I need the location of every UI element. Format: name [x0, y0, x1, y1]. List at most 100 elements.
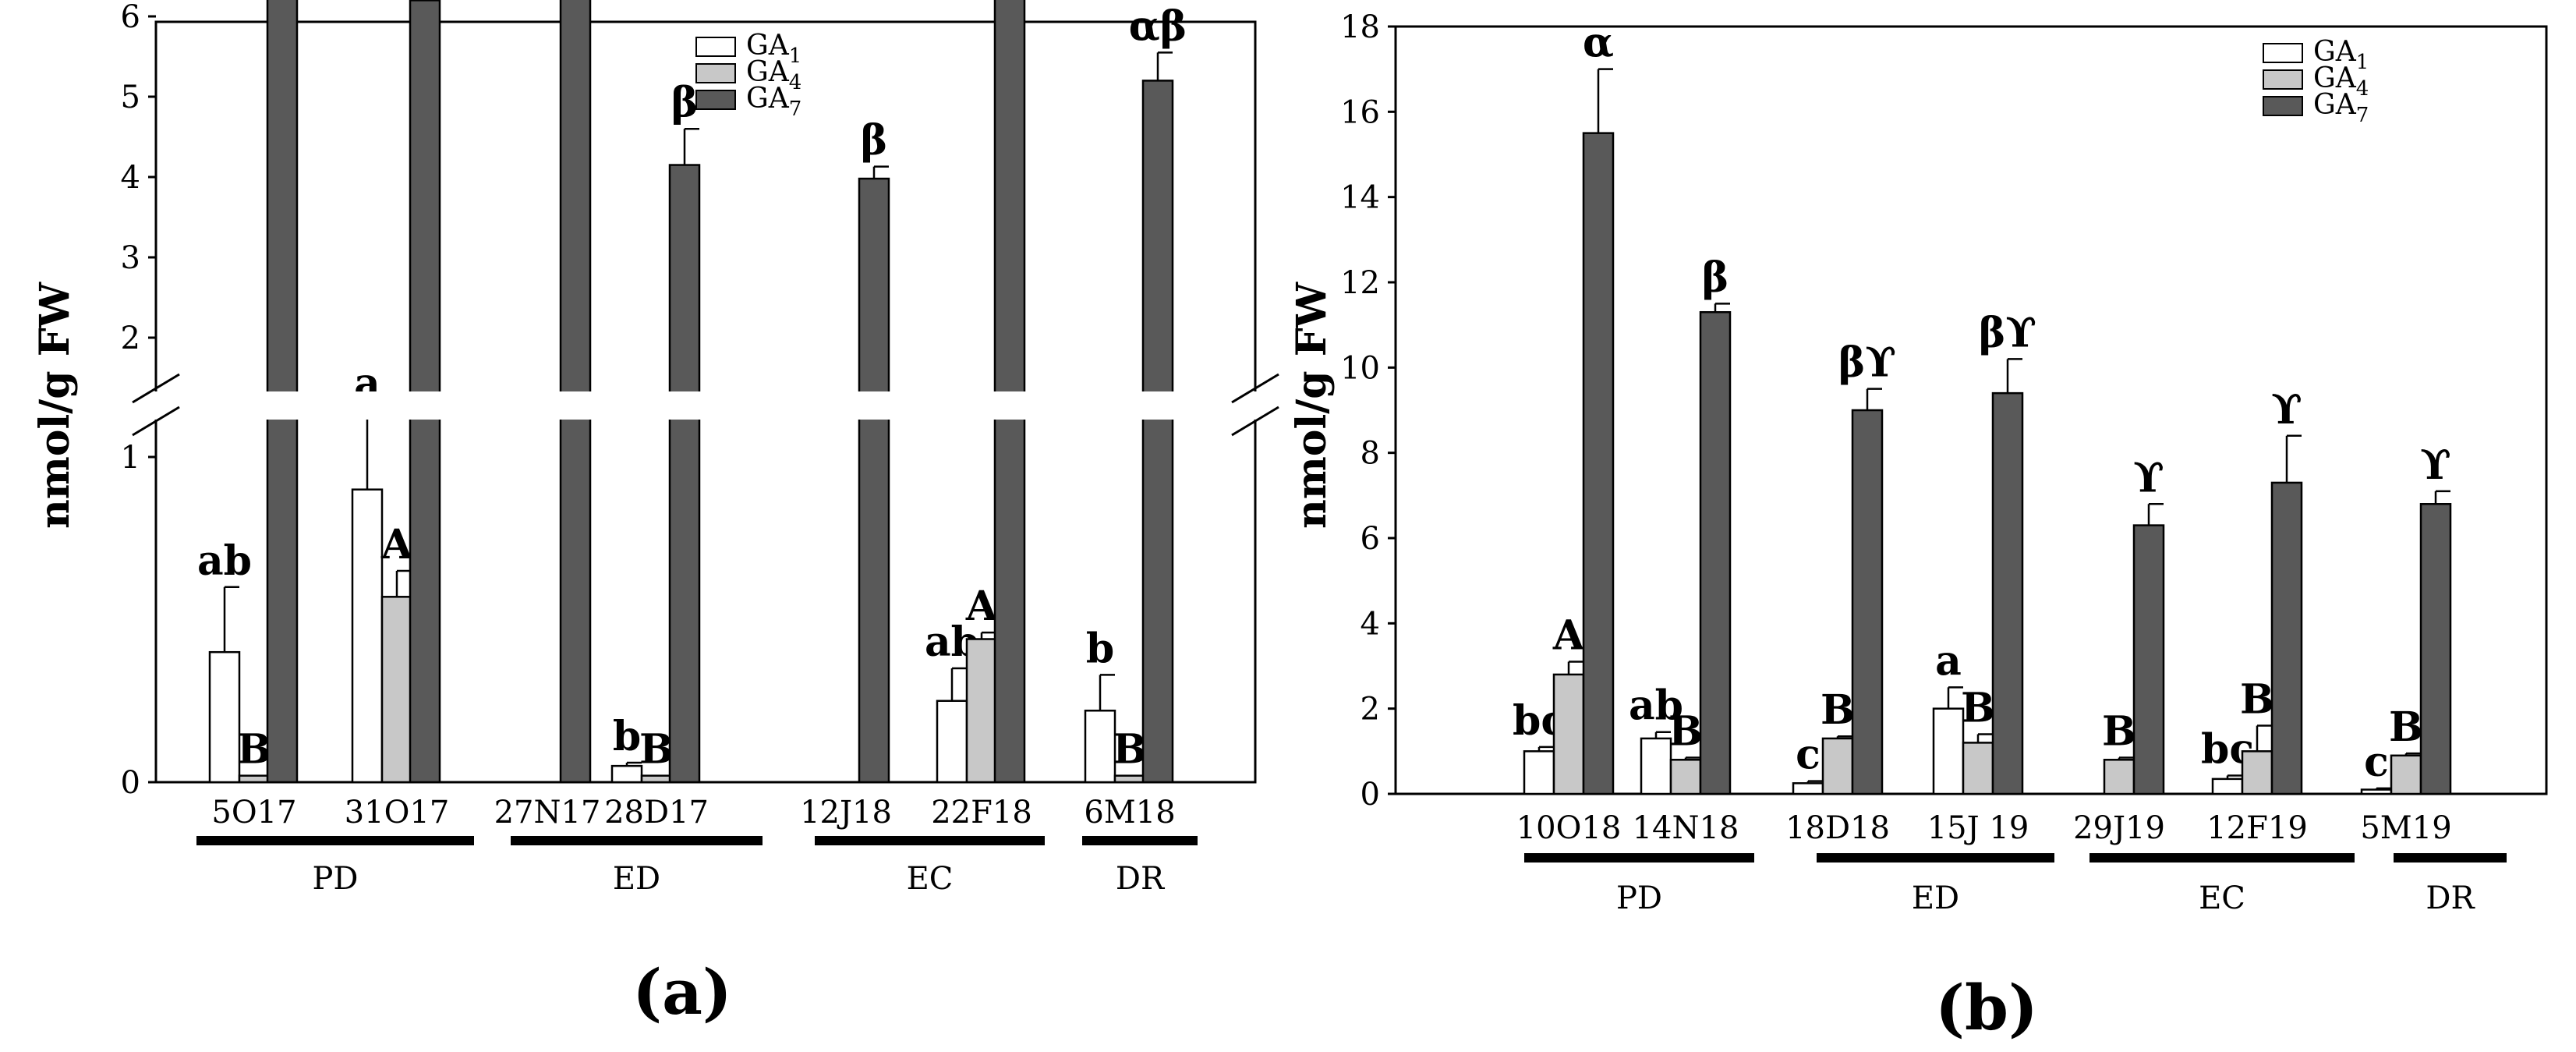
category-label-b: 18D18 [1785, 810, 1890, 846]
category-label-b: 10O18 [1516, 810, 1622, 846]
legend-swatch-ga4-a [695, 63, 736, 83]
group-label-pd-a: PD [313, 861, 359, 897]
category-label-a: 6M18 [1084, 795, 1175, 831]
bar-ga7-b [2270, 481, 2303, 795]
category-label-a: 12J18 [800, 795, 892, 831]
significance-label-ga4-b: A [1552, 612, 1585, 660]
significance-label-ga7-b: ϒ [2271, 386, 2302, 434]
category-label-a: 5O17 [211, 795, 296, 831]
bar-ga1-b [1792, 782, 1824, 795]
significance-label-ga7-b: β [1702, 253, 1729, 301]
category-label-a: 28D17 [604, 795, 709, 831]
category-label-b: 15J 19 [1927, 810, 2029, 846]
bar-ga1-a [610, 764, 643, 784]
y-tick-label-b: 2 [1361, 692, 1380, 728]
bar-ga1-a [208, 650, 241, 784]
bar-ga7-a [668, 164, 701, 784]
legend-swatch-ga1-a [695, 37, 736, 57]
legend-label-ga7-b: GA7 [2313, 89, 2369, 127]
bar-ga1-a [351, 488, 384, 784]
bar-ga7-b [2419, 503, 2452, 795]
significance-label-ga4-b: B [2240, 676, 2274, 724]
y-tick-label-a: 5 [121, 80, 140, 115]
significance-label-ga7-b: α [1583, 19, 1614, 67]
y-axis-label-b: nmol/g FW [1288, 281, 1336, 529]
category-label-b: 12F19 [2206, 810, 2308, 846]
category-label-b: 29J19 [2073, 810, 2165, 846]
y-tick-label-b: 12 [1340, 265, 1380, 301]
bar-ga7-a [266, 0, 299, 784]
bar-ga4-b [1669, 759, 1702, 795]
panel-label-a: (a) [632, 955, 732, 1029]
y-tick-label-b: 8 [1361, 436, 1380, 472]
y-tick-label-b: 18 [1340, 9, 1380, 45]
bar-ga4-b [2103, 759, 2135, 795]
legend-swatch-ga7-a [695, 90, 736, 110]
group-label-dr-b: DR [2426, 880, 2475, 916]
significance-label-ga1-a: b [1086, 625, 1114, 672]
bar-ga7-b [2132, 524, 2165, 795]
significance-label-ga4-a: A [965, 583, 998, 630]
significance-label-ga4-b: B [2102, 708, 2136, 756]
y-tick-label-a: 4 [121, 160, 140, 196]
bar-ga1-a [1084, 710, 1116, 784]
significance-label-ga1-b: ab [1629, 682, 1683, 730]
bar-ga4-a [1113, 774, 1146, 784]
bar-ga1-b [1523, 750, 1555, 795]
axis-break-mark-right-a [1231, 373, 1279, 404]
group-label-ed-b: ED [1912, 880, 1959, 916]
significance-label-ga4-a: B [1113, 726, 1147, 774]
significance-label-ga7-a: β [861, 117, 888, 165]
bar-ga1-b [1932, 707, 1965, 795]
bar-ga4-b [1962, 742, 1994, 795]
legend-label-ga4-a: GA4 [746, 56, 801, 94]
significance-label-ga7-b: ϒ [2420, 441, 2451, 489]
bar-ga7-a [409, 0, 441, 784]
bar-ga7-b [1582, 132, 1615, 795]
y-tick-label-b: 6 [1361, 521, 1380, 557]
y-tick-label-a: 3 [121, 240, 140, 276]
bar-ga1-a [936, 700, 968, 784]
legend-label-ga1-b: GA1 [2313, 36, 2369, 74]
bar-ga7-a [1141, 80, 1174, 784]
axis-break-mark-left-a [132, 406, 180, 437]
axis-break-mark-right-a [1231, 406, 1279, 437]
bar-ga4-a [640, 774, 673, 784]
chart-panel-a: 012345678abababbBABABαααββααβnmol/g FWGA… [31, 0, 1279, 1029]
y-tick-label-a: 6 [121, 0, 140, 35]
bar-ga4-b [2390, 754, 2422, 795]
panel-label-b: (b) [1935, 971, 2038, 1044]
significance-label-ga1-b: a [1935, 637, 1962, 685]
significance-label-ga1-a: ab [197, 537, 252, 585]
y-tick-label-a: 2 [121, 321, 140, 356]
axis-break-gap-a [133, 391, 1279, 420]
legend-swatch-ga4-b [2263, 69, 2303, 90]
y-tick-label-b: 10 [1340, 350, 1380, 386]
bar-ga7-a [993, 0, 1026, 784]
category-label-b: 14N18 [1633, 810, 1739, 846]
bar-ga4-b [1821, 737, 1854, 795]
group-label-pd-b: PD [1616, 880, 1662, 916]
significance-label-ga4-a: B [237, 726, 271, 774]
significance-label-ga7-b: βϒ [1838, 339, 1896, 387]
significance-label-ga4-b: B [1668, 708, 1703, 756]
bar-ga4-a [380, 596, 413, 784]
significance-label-ga7-b: βϒ [1979, 309, 2036, 356]
y-tick-label-a: 1 [121, 440, 140, 476]
bar-ga1-b [2360, 788, 2393, 795]
group-label-ec-a: EC [907, 861, 954, 897]
significance-label-ga7-a: β [671, 79, 699, 126]
significance-label-ga1-a: b [613, 713, 641, 760]
significance-label-ga7-a: αβ [1129, 2, 1187, 50]
legend-label-ga1-a: GA1 [746, 30, 801, 68]
bar-ga1-b [1640, 737, 1672, 795]
group-label-ec-b: EC [2199, 880, 2245, 916]
bar-ga7-b [1699, 311, 1732, 795]
category-label-a: 22F18 [931, 795, 1032, 831]
y-tick-label-b: 14 [1340, 180, 1380, 216]
bar-ga1-b [2211, 777, 2244, 795]
category-label-b: 5M19 [2360, 810, 2451, 846]
significance-label-ga4-b: B [2389, 703, 2423, 751]
